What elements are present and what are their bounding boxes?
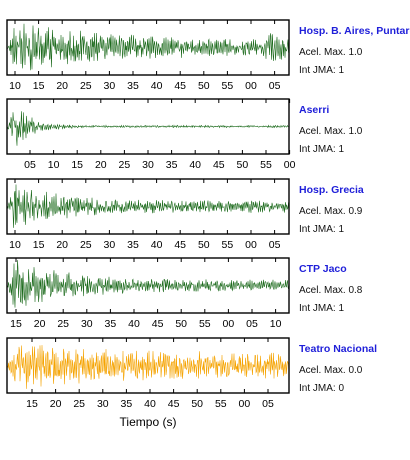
x-tick-label: 25 <box>80 239 92 251</box>
x-tick-label: 25 <box>119 159 131 171</box>
x-tick-label: 50 <box>198 239 210 251</box>
x-tick-label: 00 <box>245 80 257 92</box>
x-tick-label: 50 <box>191 398 203 410</box>
panel-frame <box>6 19 290 76</box>
x-tick-label: 20 <box>50 398 62 410</box>
panel-frame <box>6 337 290 394</box>
x-tick-label: 05 <box>269 239 281 251</box>
x-tick-label: 45 <box>152 318 164 330</box>
x-tick-label: 30 <box>104 239 116 251</box>
x-tick-label: 20 <box>56 239 68 251</box>
x-tick-label: 35 <box>166 159 178 171</box>
x-tick-label: 55 <box>222 239 234 251</box>
x-tick-label: 15 <box>71 159 83 171</box>
x-tick-label: 40 <box>151 239 163 251</box>
x-tick-label: 00 <box>284 159 296 171</box>
x-tick-label: 30 <box>81 318 93 330</box>
x-tick-label: 30 <box>104 80 116 92</box>
x-tick-label: 15 <box>26 398 38 410</box>
x-tick-label: 05 <box>24 159 36 171</box>
x-tick-label: 40 <box>151 80 163 92</box>
x-tick-label: 55 <box>222 80 234 92</box>
x-tick-label: 20 <box>56 80 68 92</box>
x-tick-label: 25 <box>57 318 69 330</box>
x-tick-label: 45 <box>213 159 225 171</box>
waveform-trace <box>6 345 290 389</box>
x-tick-label: 35 <box>105 318 117 330</box>
panel-1: 10 15 20 25 30 35 40 45 50 55 00 05 Hosp. B. Aires, … <box>6 19 410 92</box>
waveform-trace <box>6 260 290 308</box>
x-tick-label: 35 <box>121 398 133 410</box>
x-tick-label: 05 <box>246 318 258 330</box>
x-tick-label: 25 <box>73 398 85 410</box>
x-tick-label: 40 <box>189 159 201 171</box>
x-axis-title: Tiempo (s) <box>120 415 177 429</box>
panel-frame <box>6 257 290 314</box>
max-accel-label: Acel. Max. 0.8 <box>299 285 363 296</box>
x-tick-label: 00 <box>239 398 251 410</box>
station-name: Teatro Nacional <box>299 343 377 355</box>
x-tick-label: 05 <box>262 398 274 410</box>
x-tick-label: 45 <box>174 239 186 251</box>
x-tick-label: 15 <box>33 239 45 251</box>
station-name: CTP Jaco <box>299 263 347 275</box>
x-tick-label: 45 <box>174 80 186 92</box>
max-accel-label: Acel. Max. 0.0 <box>299 365 363 376</box>
max-accel-label: Acel. Max. 1.0 <box>299 126 363 137</box>
x-tick-label: 50 <box>198 80 210 92</box>
jma-intensity-label: Int JMA: 1 <box>299 303 344 314</box>
waveform-trace <box>6 184 290 228</box>
x-tick-label: 30 <box>142 159 154 171</box>
jma-intensity-label: Int JMA: 1 <box>299 224 344 235</box>
x-tick-label: 55 <box>199 318 211 330</box>
x-tick-label: 15 <box>10 318 22 330</box>
x-tick-label: 50 <box>237 159 249 171</box>
x-tick-label: 40 <box>128 318 140 330</box>
station-name: Aserri <box>299 104 329 116</box>
jma-intensity-label: Int JMA: 1 <box>299 144 344 155</box>
jma-intensity-label: Int JMA: 1 <box>299 65 344 76</box>
x-tick-label: 35 <box>127 80 139 92</box>
waveform-trace <box>6 111 290 146</box>
panel-5: 15 20 25 30 35 40 45 50 55 00 05 Teatro Nacional Ace… <box>6 337 377 410</box>
x-tick-label: 10 <box>9 80 21 92</box>
x-tick-label: 50 <box>175 318 187 330</box>
x-tick-label: 25 <box>80 80 92 92</box>
x-tick-label: 00 <box>245 239 257 251</box>
x-tick-label: 10 <box>48 159 60 171</box>
panel-2: 05 10 15 20 25 30 35 40 45 50 55 00 Aserri Acel. Max.… <box>6 98 363 171</box>
x-tick-label: 20 <box>95 159 107 171</box>
panel-frame <box>6 178 290 235</box>
x-tick-label: 10 <box>270 318 282 330</box>
panel-4: 15 20 25 30 35 40 45 50 55 00 05 10 CTP Jaco Acel. Ma… <box>6 257 363 330</box>
x-tick-label: 20 <box>34 318 46 330</box>
waveform-trace <box>6 23 290 71</box>
jma-intensity-label: Int JMA: 0 <box>299 383 344 394</box>
station-name: Hosp. B. Aires, Puntare <box>299 25 410 37</box>
x-tick-label: 35 <box>127 239 139 251</box>
x-tick-label: 40 <box>144 398 156 410</box>
x-tick-label: 10 <box>9 239 21 251</box>
station-name: Hosp. Grecia <box>299 184 364 196</box>
x-tick-label: 45 <box>168 398 180 410</box>
panel-3: 10 15 20 25 30 35 40 45 50 55 00 05 Hosp. Grecia Acel… <box>6 178 364 251</box>
x-tick-label: 15 <box>33 80 45 92</box>
x-tick-label: 30 <box>97 398 109 410</box>
x-tick-label: 05 <box>269 80 281 92</box>
x-tick-label: 00 <box>223 318 235 330</box>
max-accel-label: Acel. Max. 0.9 <box>299 206 363 217</box>
x-tick-label: 55 <box>215 398 227 410</box>
max-accel-label: Acel. Max. 1.0 <box>299 47 363 58</box>
x-tick-label: 55 <box>260 159 272 171</box>
